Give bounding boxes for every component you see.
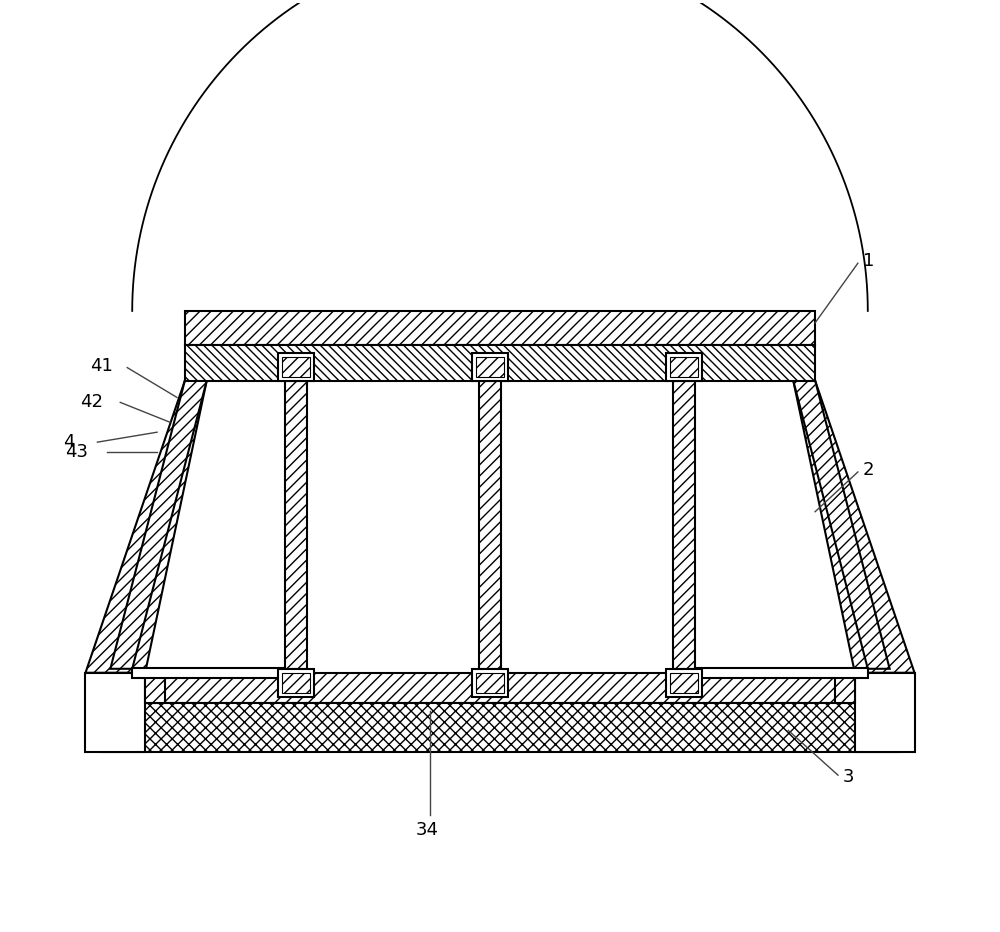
Bar (85, 673, 145, 752)
Polygon shape (793, 380, 890, 669)
Bar (472, 352, 508, 380)
Bar (285, 380, 307, 669)
Bar (132, 668, 285, 678)
Text: 42: 42 (81, 393, 104, 411)
Bar (102, 703, 898, 752)
Bar (282, 357, 310, 377)
Polygon shape (110, 380, 207, 669)
Bar (472, 669, 508, 696)
Text: 41: 41 (90, 357, 113, 375)
Bar (476, 673, 504, 692)
Bar (185, 311, 815, 345)
Bar (185, 345, 815, 380)
Bar (666, 352, 702, 380)
Polygon shape (793, 380, 915, 673)
Bar (670, 357, 698, 377)
Bar (278, 669, 314, 696)
Polygon shape (85, 380, 207, 673)
Bar (282, 673, 310, 692)
Text: 34: 34 (416, 821, 439, 839)
Text: 4: 4 (63, 433, 74, 451)
Text: 1: 1 (863, 253, 874, 270)
Bar (695, 668, 868, 678)
Text: 2: 2 (863, 461, 874, 479)
Bar (673, 380, 695, 669)
Bar (835, 673, 855, 703)
Bar (145, 673, 165, 703)
Text: 3: 3 (843, 768, 854, 786)
Bar (666, 669, 702, 696)
Bar (479, 380, 501, 669)
Bar (670, 673, 698, 692)
Text: 43: 43 (65, 443, 88, 461)
Bar (102, 673, 898, 703)
Bar (278, 352, 314, 380)
Bar (476, 357, 504, 377)
Bar (855, 673, 915, 752)
